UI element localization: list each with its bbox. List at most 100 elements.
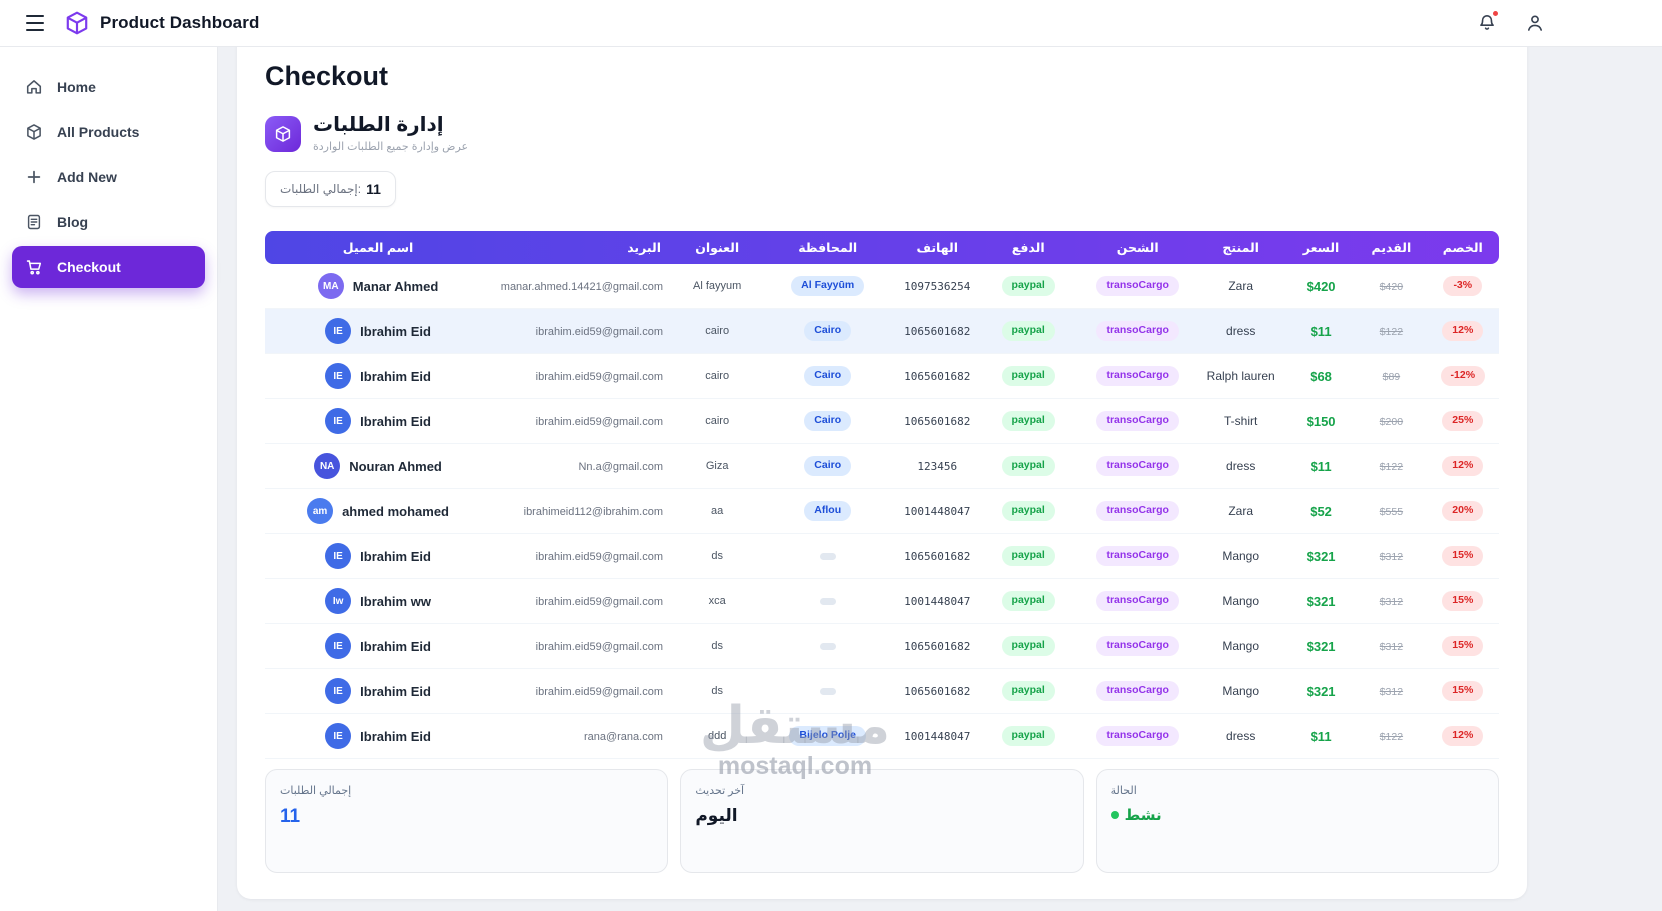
old-price-cell: $555 <box>1379 506 1404 518</box>
shipping-badge: transoCargo <box>1096 366 1179 386</box>
governorate-badge: Aflou <box>804 501 852 521</box>
customer-name: Ibrahim Eid <box>360 548 431 564</box>
product-cell: T-shirt <box>1195 399 1286 444</box>
sidebar-item-label: Add New <box>57 169 117 185</box>
app-brand: Product Dashboard <box>64 10 259 36</box>
old-price-cell: $420 <box>1379 281 1404 293</box>
payment-badge: paypal <box>1001 591 1055 611</box>
discount-badge: -12% <box>1440 366 1486 386</box>
orders-section-header: إدارة الطلبات عرض وإدارة جميع الطلبات ال… <box>265 114 1499 153</box>
column-header: السعر <box>1302 241 1340 255</box>
column-header: الشحن <box>1116 241 1159 255</box>
governorate-badge-empty <box>819 688 836 695</box>
discount-badge: 12% <box>1442 321 1484 341</box>
customer-email: ibrahim.eid59@gmail.com <box>535 686 663 698</box>
customer-avatar: IE <box>325 678 352 704</box>
plus-icon <box>25 168 43 186</box>
phone-cell: 1001448047 <box>904 505 971 518</box>
governorate-badge: Cairo <box>804 411 852 431</box>
discount-badge: -3% <box>1443 276 1483 296</box>
sidebar: Home All Products Add New Blog Checkout <box>0 47 218 911</box>
customer-email: ibrahim.eid59@gmail.com <box>535 641 663 653</box>
summary-value-last-update: اليوم <box>695 806 738 825</box>
notifications-button[interactable] <box>1476 10 1499 34</box>
sidebar-item-blog[interactable]: Blog <box>12 201 205 243</box>
payment-badge: paypal <box>1001 636 1055 656</box>
menu-toggle-button[interactable] <box>24 14 46 32</box>
column-header: الخصم <box>1442 241 1483 255</box>
discount-badge: 25% <box>1442 411 1484 431</box>
table-row[interactable]: IE Ibrahim Eid rana@rana.com ddd Bijelo Polj… <box>265 714 1499 759</box>
payment-badge: paypal <box>1001 321 1055 341</box>
customer-name: Ibrahim Eid <box>360 683 431 699</box>
customer-name: ahmed mohamed <box>342 503 449 519</box>
governorate-badge-empty <box>819 643 836 650</box>
customer-email: ibrahim.eid59@gmail.com <box>535 326 663 338</box>
address-cell: cairo <box>676 309 758 354</box>
old-price-cell: $312 <box>1379 686 1404 698</box>
table-row[interactable]: IE Ibrahim Eid ibrahim.eid59@gmail.com cair… <box>265 354 1499 399</box>
governorate-badge: Al Fayyūm <box>791 276 865 296</box>
phone-cell: 1097536254 <box>904 280 971 293</box>
table-row[interactable]: IE Ibrahim Eid ibrahim.eid59@gmail.com ds 10… <box>265 624 1499 669</box>
governorate-badge-empty <box>819 598 836 605</box>
app-title: Product Dashboard <box>100 13 260 32</box>
phone-cell: 1065601682 <box>904 325 971 338</box>
table-row[interactable]: MA Manar Ahmed manar.ahmed.14421@gmail.com… <box>265 264 1499 309</box>
sidebar-item-all-products[interactable]: All Products <box>12 111 205 153</box>
sidebar-item-home[interactable]: Home <box>12 66 205 108</box>
table-row[interactable]: am ahmed mohamed ibrahimeid112@ibrahim.com… <box>265 489 1499 534</box>
summary-card-status: الحالة نشط <box>1095 769 1499 873</box>
customer-avatar: Iw <box>325 588 352 614</box>
column-header: المحافظة <box>798 241 858 255</box>
old-price-cell: $122 <box>1379 326 1404 338</box>
status-text: نشط <box>1124 807 1162 824</box>
summary-value-total: 11 <box>280 806 301 827</box>
price-cell: $68 <box>1310 368 1332 384</box>
customer-avatar: IE <box>325 723 352 749</box>
product-cell: Mango <box>1195 669 1286 714</box>
summary-cards: إجمالي الطلبات 11 آخر تحديث اليوم الحالة… <box>265 769 1499 873</box>
address-cell: Giza <box>676 444 758 489</box>
price-cell: $150 <box>1306 413 1336 429</box>
customer-name: Ibrahim Eid <box>360 638 431 654</box>
table-row[interactable]: IE Ibrahim Eid ibrahim.eid59@gmail.com cair… <box>265 399 1499 444</box>
column-header: اسم العميل <box>342 241 414 255</box>
old-price-cell: $200 <box>1379 416 1404 428</box>
home-icon <box>25 78 43 96</box>
product-cell: Zara <box>1195 264 1286 309</box>
table-row[interactable]: NA Nouran Ahmed Nn.a@gmail.com Giza Cairo 123… <box>265 444 1499 489</box>
discount-badge: 12% <box>1442 726 1484 746</box>
status-dot-icon <box>1110 811 1119 819</box>
sidebar-item-add-new[interactable]: Add New <box>12 156 205 198</box>
sidebar-item-label: Checkout <box>57 259 121 275</box>
product-cell: Mango <box>1195 624 1286 669</box>
sidebar-item-label: Blog <box>57 214 89 230</box>
address-cell: Al fayyum <box>676 264 758 309</box>
price-cell: $321 <box>1306 548 1336 564</box>
orders-table: اسم العميل البريد العنوان المحافظة الهاتف الد… <box>265 231 1499 759</box>
address-cell: xca <box>676 579 758 624</box>
customer-name: Ibrahim Eid <box>360 368 431 384</box>
phone-cell: 1065601682 <box>904 550 971 563</box>
checkout-card: Checkout إدارة الطلبات عرض وإدارة جميع ا… <box>237 31 1527 899</box>
sidebar-item-checkout[interactable]: Checkout <box>12 246 205 288</box>
shipping-badge: transoCargo <box>1096 411 1179 431</box>
price-cell: $420 <box>1306 278 1336 294</box>
customer-email: rana@rana.com <box>583 731 663 743</box>
column-header: العنوان <box>695 241 740 255</box>
table-row[interactable]: Iw Ibrahim ww ibrahim.eid59@gmail.com xca 10… <box>265 579 1499 624</box>
orders-title: إدارة الطلبات <box>313 114 444 136</box>
summary-value-status: نشط <box>1110 806 1484 824</box>
payment-badge: paypal <box>1001 276 1055 296</box>
table-row[interactable]: IE Ibrahim Eid ibrahim.eid59@gmail.com ds 10… <box>265 669 1499 714</box>
shipping-badge: transoCargo <box>1096 591 1179 611</box>
customer-name: Ibrahim Eid <box>360 728 431 744</box>
table-row[interactable]: IE Ibrahim Eid ibrahim.eid59@gmail.com cair… <box>265 309 1499 354</box>
old-price-cell: $122 <box>1379 731 1404 743</box>
summary-label: آخر تحديث <box>695 785 745 797</box>
product-cell: dress <box>1195 444 1286 489</box>
table-row[interactable]: IE Ibrahim Eid ibrahim.eid59@gmail.com ds 10… <box>265 534 1499 579</box>
shipping-badge: transoCargo <box>1096 546 1179 566</box>
user-profile-button[interactable] <box>1524 12 1546 34</box>
